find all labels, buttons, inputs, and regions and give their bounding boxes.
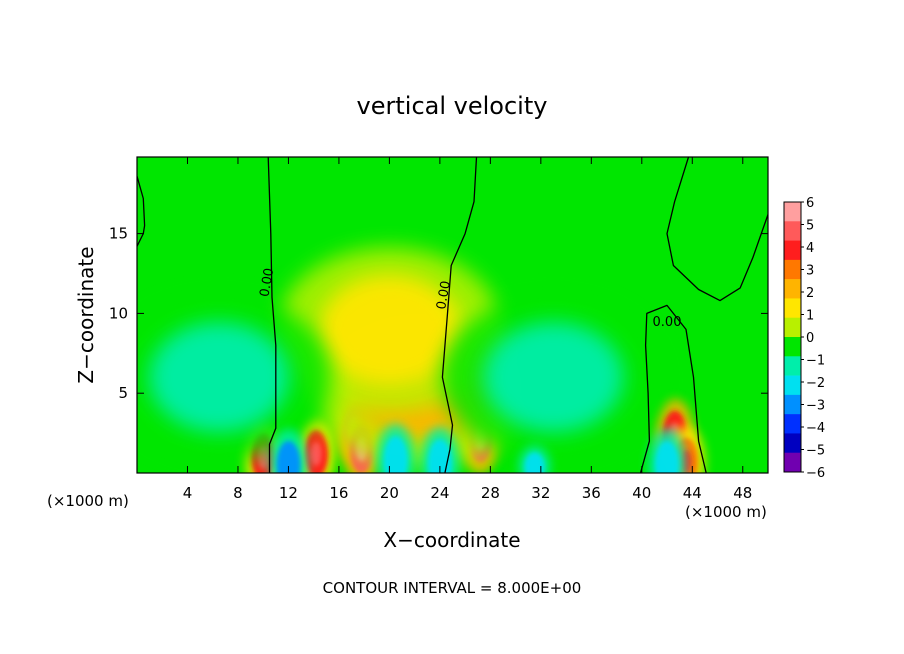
colorbar-swatch: [784, 375, 801, 396]
x-tick-label: 12: [279, 484, 298, 502]
x-tick-label: 16: [329, 484, 348, 502]
colorbar-label: −5: [806, 444, 825, 459]
colorbar-swatch: [784, 452, 801, 473]
y-axis-label: Z−coordinate: [74, 246, 98, 383]
x-tick-label: 36: [582, 484, 601, 502]
x-axis: 4 8 12 16 20 24 28 32 36 40 44 48: [183, 157, 752, 502]
downward-region: [483, 322, 624, 433]
x-axis-label: X−coordinate: [383, 528, 520, 552]
colorbar-label: 5: [806, 219, 814, 234]
y-tick-label: 15: [109, 225, 128, 243]
downdraft: [383, 436, 408, 473]
x-tick-label: 8: [233, 484, 243, 502]
x-tick-label: 40: [632, 484, 651, 502]
zero-contour-layer: [137, 157, 768, 473]
upward-region: [319, 274, 460, 385]
colorbar-label: 2: [806, 286, 814, 301]
colorbar-label: 6: [806, 196, 814, 211]
zero-contour-line: [666, 157, 768, 302]
x-tick-label: 24: [430, 484, 449, 502]
colorbar-label: 1: [806, 309, 814, 324]
zero-contour-line: [267, 157, 277, 473]
contour-label: 0.00: [434, 280, 454, 311]
colorbar-label: −6: [806, 466, 825, 481]
colorbar-swatch: [784, 221, 801, 241]
y-tick-label: 5: [118, 384, 128, 402]
velocity-field-layer: [137, 246, 706, 473]
colorbar-label: −2: [806, 376, 825, 391]
colorbar-swatch: [784, 414, 801, 434]
colorbar-swatch: [784, 394, 801, 415]
x-unit-left: (×1000 m): [47, 492, 129, 510]
colorbar-label: −1: [806, 354, 825, 369]
colorbar: 6 5 4 3 2 1 0 −1 −2 −3 −4 −5 −6: [783, 196, 825, 481]
colorbar-swatch: [784, 202, 801, 222]
colorbar-swatch: [784, 279, 801, 299]
colorbar-label: −3: [806, 399, 825, 414]
x-tick-label: 4: [183, 484, 193, 502]
zero-contour-line: [137, 176, 146, 247]
contour-interval-note: CONTOUR INTERVAL = 8.000E+00: [323, 579, 582, 597]
downward-region: [149, 322, 290, 433]
downdraft: [427, 439, 452, 473]
colorbar-swatch: [784, 317, 801, 338]
colorbar-swatch: [784, 240, 801, 261]
colorbar-swatch: [784, 337, 801, 357]
x-unit-right: (×1000 m): [685, 503, 767, 521]
downdraft: [276, 441, 301, 473]
contour-label-layer: 0.00 0.00 0.00: [257, 267, 681, 330]
colorbar-swatch: [784, 298, 801, 319]
x-tick-label: 32: [531, 484, 550, 502]
colorbar-label: 3: [806, 264, 814, 279]
contour-label: 0.00: [257, 267, 277, 298]
y-tick-label: 10: [109, 304, 128, 322]
plot-area: [137, 157, 768, 473]
zero-contour-line: [639, 304, 707, 473]
x-tick-label: 20: [380, 484, 399, 502]
zero-contour-line: [441, 157, 478, 473]
colorbar-swatch: [784, 433, 801, 454]
colorbar-swatch: [784, 356, 801, 376]
x-tick-label: 44: [683, 484, 702, 502]
colorbar-label: −4: [806, 421, 825, 436]
colorbar-label: 0: [806, 331, 814, 346]
y-axis: 5 10 15: [109, 225, 768, 402]
colorbar-label: 4: [806, 241, 814, 256]
contour-label: 0.00: [653, 315, 682, 330]
colorbar-swatch: [784, 259, 801, 280]
chart-title: vertical velocity: [357, 92, 548, 120]
plot-frame: [136, 156, 769, 474]
downdraft: [524, 452, 545, 473]
x-tick-label: 28: [481, 484, 500, 502]
downdraft: [655, 441, 680, 473]
x-tick-label: 48: [733, 484, 752, 502]
updraft-core: [310, 441, 322, 466]
